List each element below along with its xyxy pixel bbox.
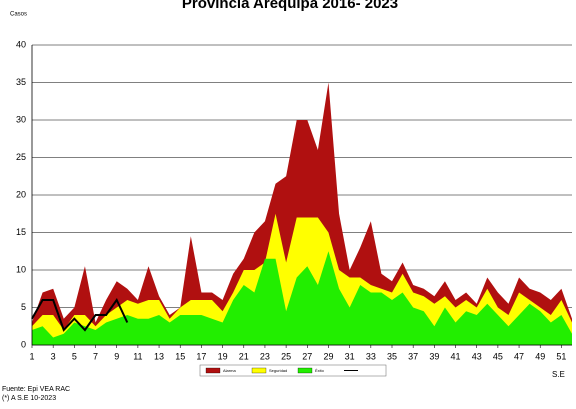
x-axis-label: S.E <box>552 370 565 379</box>
y-tick-label: 25 <box>16 152 26 162</box>
legend-swatch <box>297 367 313 374</box>
x-tick-label: 25 <box>281 351 291 361</box>
x-tick-label: 35 <box>387 351 397 361</box>
x-tick-label: 47 <box>514 351 524 361</box>
x-tick-label: 41 <box>451 351 461 361</box>
legend-swatch <box>205 367 221 374</box>
legend-swatch <box>251 367 267 374</box>
legend-box <box>199 364 387 377</box>
x-tick-label: 1 <box>29 351 34 361</box>
area <box>32 82 572 345</box>
source-note: Fuente: Epi VEA RAC <box>2 386 70 393</box>
chart-title: Provincia Arequipa 2016- 2023 <box>182 0 398 12</box>
x-tick-label: 31 <box>345 351 355 361</box>
x-tick-label: 27 <box>302 351 312 361</box>
x-tick-label: 5 <box>72 351 77 361</box>
x-tick-label: 39 <box>429 351 439 361</box>
y-axis-label: Casos <box>10 12 27 18</box>
line <box>31 298 129 332</box>
y-tick-label: 0 <box>21 339 26 349</box>
x-tick-label: 15 <box>175 351 185 361</box>
x-tick-label: 3 <box>51 351 56 361</box>
y-tick-label: 5 <box>21 302 26 312</box>
y-tick-label: 35 <box>16 77 26 87</box>
x-tick-label: 33 <box>366 351 376 361</box>
footnote: (*) A S.E 10-2023 <box>2 395 56 402</box>
y-tick-label: 40 <box>16 39 26 49</box>
x-tick-label: 11 <box>133 351 142 361</box>
x-tick-label: 9 <box>114 351 119 361</box>
x-tick-label: 49 <box>535 351 545 361</box>
x-tick-label: 19 <box>218 351 228 361</box>
x-tick-label: 37 <box>408 351 418 361</box>
x-tick-label: 29 <box>323 351 333 361</box>
x-tick-label: 21 <box>239 351 249 361</box>
area <box>32 251 572 345</box>
x-tick-label: 7 <box>93 351 98 361</box>
legend-label: Alarma <box>223 368 236 373</box>
x-tick-label: 45 <box>493 351 503 361</box>
y-tick-label: 15 <box>16 227 26 237</box>
legend-label: Seguridad <box>269 368 287 373</box>
x-tick-label: 23 <box>260 351 270 361</box>
x-tick-label: 13 <box>154 351 164 361</box>
y-tick-label: 20 <box>16 189 26 199</box>
legend-label: Éxito <box>315 368 325 373</box>
y-tick-label: 30 <box>16 114 26 124</box>
y-tick-label: 10 <box>16 264 26 274</box>
x-tick-label: 17 <box>196 351 206 361</box>
x-tick-label: 43 <box>472 351 482 361</box>
x-tick-label: 51 <box>556 351 566 361</box>
